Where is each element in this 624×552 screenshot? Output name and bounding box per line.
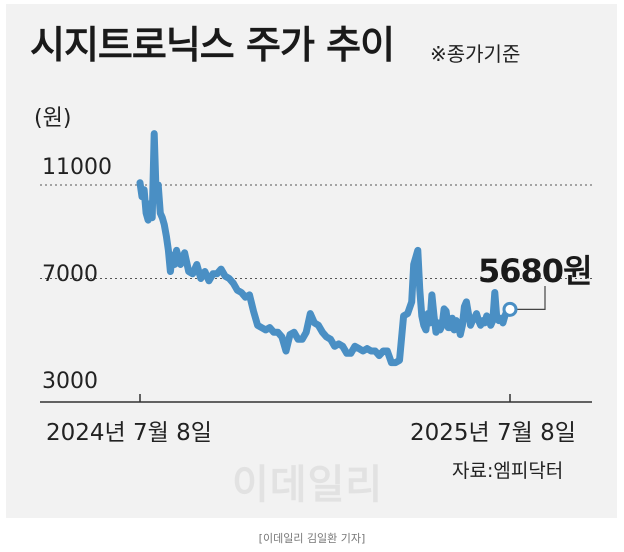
photo-credit: [이데일리 김일환 기자] bbox=[258, 532, 366, 545]
y-tick-label-7000: 7000 bbox=[42, 262, 98, 287]
x-tick-label-end: 2025년 7월 8일 bbox=[410, 420, 576, 446]
price-line bbox=[136, 130, 514, 367]
end-point-marker bbox=[502, 301, 518, 317]
x-tick-label-start: 2024년 7월 8일 bbox=[46, 420, 212, 446]
source-note: 자료:엠피닥터 bbox=[452, 460, 564, 482]
end-value-label: 5680원 bbox=[478, 252, 592, 290]
chart-panel bbox=[6, 4, 617, 518]
chart-subtitle: ※종가기준 bbox=[430, 42, 521, 66]
y-axis-unit-label: (원) bbox=[34, 106, 72, 131]
y-tick-label-3000: 3000 bbox=[42, 369, 98, 394]
y-tick-label-11000: 11000 bbox=[42, 155, 112, 180]
end-label-leader bbox=[516, 286, 546, 310]
watermark-logo: 이데일리 bbox=[232, 462, 384, 508]
chart-title: 시지트로닉스 주가 추이 bbox=[30, 23, 395, 67]
